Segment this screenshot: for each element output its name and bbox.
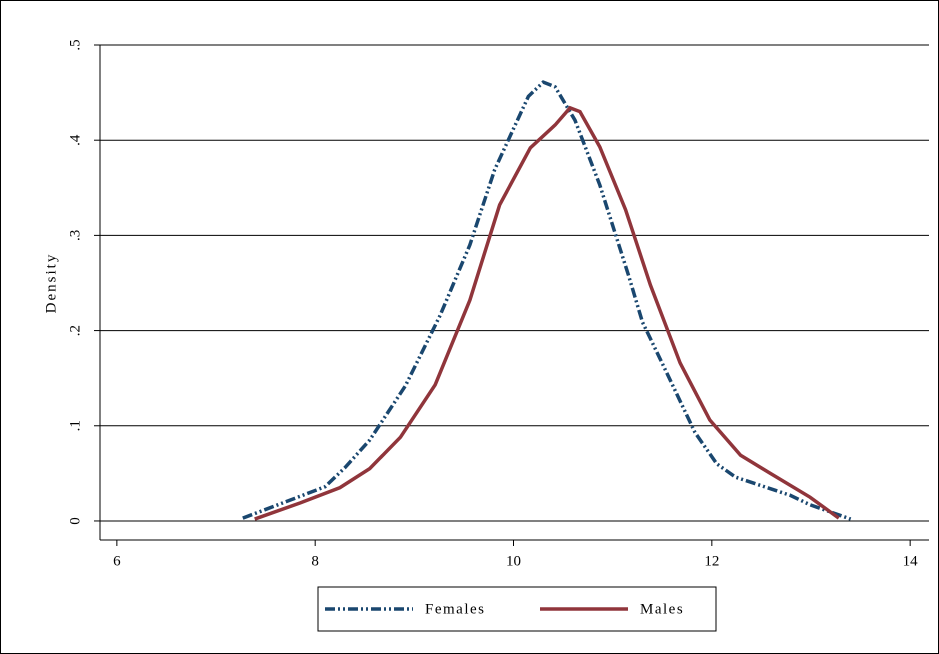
y-tick-label: .2 bbox=[67, 325, 83, 336]
y-tick-label: 0 bbox=[67, 517, 83, 525]
y-tick-label: .3 bbox=[67, 230, 83, 241]
x-tick-label: 12 bbox=[704, 553, 719, 569]
x-tick-label: 14 bbox=[903, 553, 919, 569]
x-tick-label: 6 bbox=[113, 553, 121, 569]
line bbox=[242, 80, 852, 521]
y-axis-label: Density bbox=[43, 253, 59, 314]
legend-label: Females bbox=[425, 601, 486, 617]
y-tick-label: .4 bbox=[67, 134, 83, 146]
x-tick-label: 10 bbox=[506, 553, 521, 569]
x-tick-label: 8 bbox=[311, 553, 319, 569]
y-tick-label: .1 bbox=[67, 420, 83, 431]
legend-label: Males bbox=[640, 601, 684, 617]
line bbox=[254, 105, 840, 521]
y-tick-label: .5 bbox=[67, 39, 83, 50]
